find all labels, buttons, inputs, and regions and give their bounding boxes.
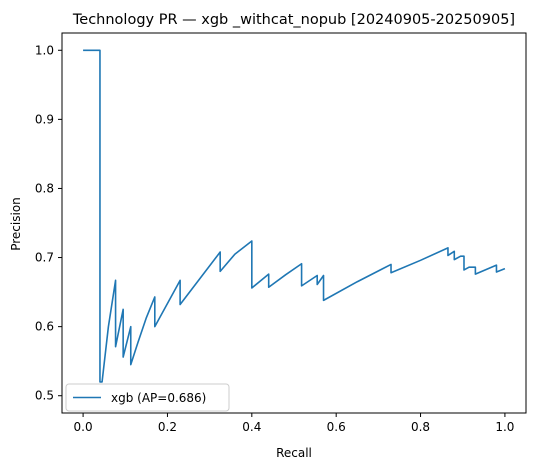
x-tick-label: 0.2 <box>158 420 177 434</box>
x-axis-label: Recall <box>276 446 312 460</box>
series-layer <box>83 49 506 383</box>
x-tick-label: 0.6 <box>327 420 346 434</box>
y-tick-label: 1.0 <box>35 43 54 57</box>
y-tick-label: 0.5 <box>35 389 54 403</box>
x-tick-label: 0.8 <box>411 420 430 434</box>
x-tick-label: 1.0 <box>495 420 514 434</box>
y-tick-label: 0.7 <box>35 251 54 265</box>
legend: xgb (AP=0.686) <box>65 383 230 412</box>
x-tick-label: 0.0 <box>74 420 93 434</box>
legend-box <box>65 383 230 412</box>
y-tick-label: 0.8 <box>35 181 54 195</box>
y-tick-label: 0.9 <box>35 112 54 126</box>
series-line <box>83 49 506 383</box>
plot-frame <box>61 32 527 414</box>
y-axis-label: Precision <box>9 197 23 251</box>
x-tick-label: 0.4 <box>242 420 261 434</box>
y-tick-label: 0.6 <box>35 320 54 334</box>
ticks-layer: 0.0 0.2 0.4 0.6 0.8 1.0 0.5 0.6 0.7 0.8 0.9 1.0 <box>35 43 515 434</box>
chart-title: Technology PR — xgb _withcat_nopub [2024… <box>72 12 515 28</box>
legend-label: xgb (AP=0.686) <box>111 391 206 405</box>
